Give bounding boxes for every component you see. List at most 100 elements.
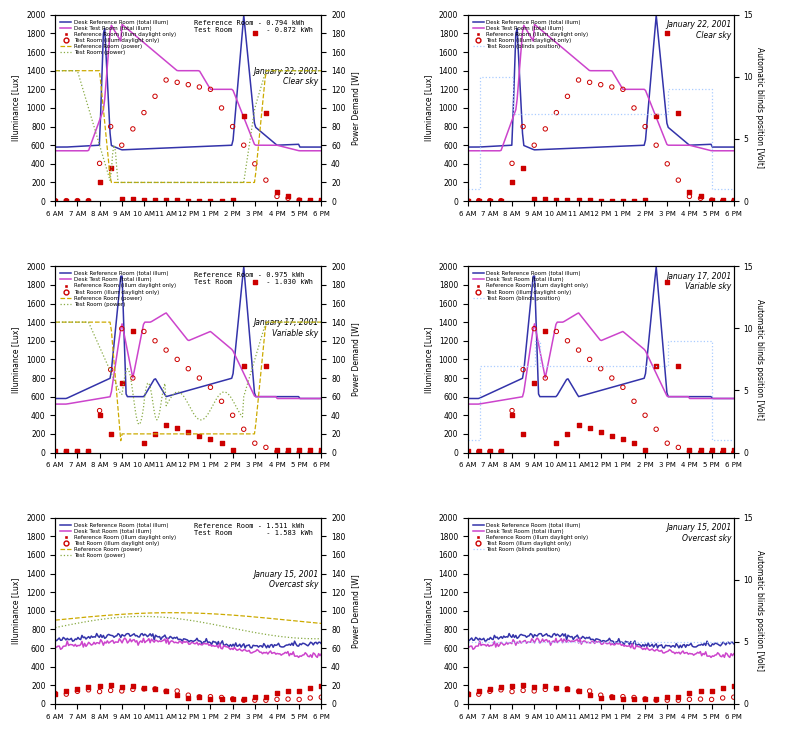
Point: [260, 107, 272, 119]
Point: [193, 81, 206, 93]
Point: [616, 693, 629, 705]
Point: [126, 680, 139, 692]
Point: [93, 680, 106, 692]
Point: [727, 447, 740, 459]
Point: [293, 694, 305, 705]
Point: [495, 445, 507, 456]
Point: [193, 195, 206, 207]
Point: [160, 685, 173, 697]
Point: [605, 372, 618, 384]
Point: [204, 433, 217, 445]
Point: [148, 683, 161, 695]
Point: [260, 694, 272, 706]
Point: [561, 194, 574, 206]
Point: [249, 694, 261, 706]
Legend: Desk Reference Room (total illum), Desk Test Room (total illum), Reference Room : Desk Reference Room (total illum), Desk …: [58, 520, 178, 560]
Point: [148, 335, 161, 347]
Point: [672, 442, 685, 453]
Point: [104, 679, 117, 691]
Point: [171, 685, 184, 697]
Point: [182, 689, 195, 701]
Point: [605, 691, 618, 702]
Point: [495, 195, 507, 207]
Point: [226, 121, 239, 133]
Point: [539, 680, 552, 692]
Point: [60, 195, 73, 207]
Point: [672, 174, 685, 186]
Point: [115, 376, 128, 388]
Point: [495, 195, 507, 207]
Point: [605, 195, 618, 207]
Point: [160, 685, 173, 697]
Point: [528, 685, 540, 697]
Point: [583, 194, 596, 206]
Point: [716, 682, 729, 694]
Y-axis label: Automatic blinds position [Volt]: Automatic blinds position [Volt]: [755, 551, 765, 671]
Point: [495, 681, 507, 693]
Y-axis label: Power Demand [W]: Power Demand [W]: [351, 574, 360, 648]
Point: [237, 360, 250, 372]
Point: [616, 382, 629, 393]
Point: [572, 419, 585, 431]
Point: [137, 325, 150, 337]
Point: [71, 195, 84, 207]
Point: [271, 190, 283, 202]
Y-axis label: Illuminance [Lux]: Illuminance [Lux]: [12, 578, 21, 644]
Point: [126, 683, 139, 695]
Point: [639, 693, 652, 705]
Point: [550, 683, 563, 695]
Point: [605, 81, 618, 93]
Point: [661, 691, 674, 703]
Point: [639, 693, 652, 705]
Point: [260, 442, 272, 453]
Point: [650, 694, 663, 705]
Point: [605, 430, 618, 442]
Point: [561, 683, 574, 695]
Point: [616, 84, 629, 96]
Point: [550, 682, 563, 694]
Point: [484, 195, 496, 207]
Point: [148, 194, 161, 206]
Point: [484, 445, 496, 456]
Point: [672, 691, 685, 702]
Point: [93, 409, 106, 421]
Point: [115, 685, 128, 697]
Y-axis label: Illuminance [Lux]: Illuminance [Lux]: [12, 75, 21, 141]
Point: [572, 685, 585, 697]
Point: [249, 27, 261, 39]
Point: [727, 195, 740, 207]
Text: January 17, 2001
Variable sky: January 17, 2001 Variable sky: [253, 319, 319, 338]
Text: Reference Room - 0.794 kWh
Test Room        - 0.872 kWh: Reference Room - 0.794 kWh Test Room - 0…: [193, 21, 312, 33]
Point: [628, 102, 641, 114]
Point: [49, 445, 62, 456]
Point: [104, 162, 117, 174]
Point: [126, 193, 139, 205]
Point: [616, 195, 629, 207]
Point: [215, 437, 228, 449]
Point: [271, 186, 283, 198]
Point: [572, 344, 585, 356]
Point: [462, 688, 474, 700]
Text: January 22, 2001
Clear sky: January 22, 2001 Clear sky: [666, 21, 731, 40]
Point: [49, 445, 62, 457]
Point: [583, 689, 596, 701]
Point: [550, 107, 563, 119]
Y-axis label: Illuminance [Lux]: Illuminance [Lux]: [424, 75, 433, 141]
Point: [160, 74, 173, 86]
Point: [315, 444, 327, 456]
Point: [683, 186, 696, 198]
Point: [249, 437, 261, 449]
Point: [462, 688, 474, 700]
Point: [528, 193, 540, 205]
Point: [594, 363, 607, 375]
Legend: Desk Reference Room (total illum), Desk Test Room (total illum), Reference Room : Desk Reference Room (total illum), Desk …: [470, 520, 590, 554]
Point: [517, 679, 529, 691]
Point: [304, 692, 316, 704]
Point: [639, 409, 652, 421]
Point: [727, 194, 740, 206]
Point: [694, 685, 707, 697]
Point: [495, 684, 507, 696]
Point: [71, 445, 84, 456]
Point: [539, 683, 552, 695]
Y-axis label: Automatic blinds position [Volt]: Automatic blinds position [Volt]: [755, 299, 765, 420]
